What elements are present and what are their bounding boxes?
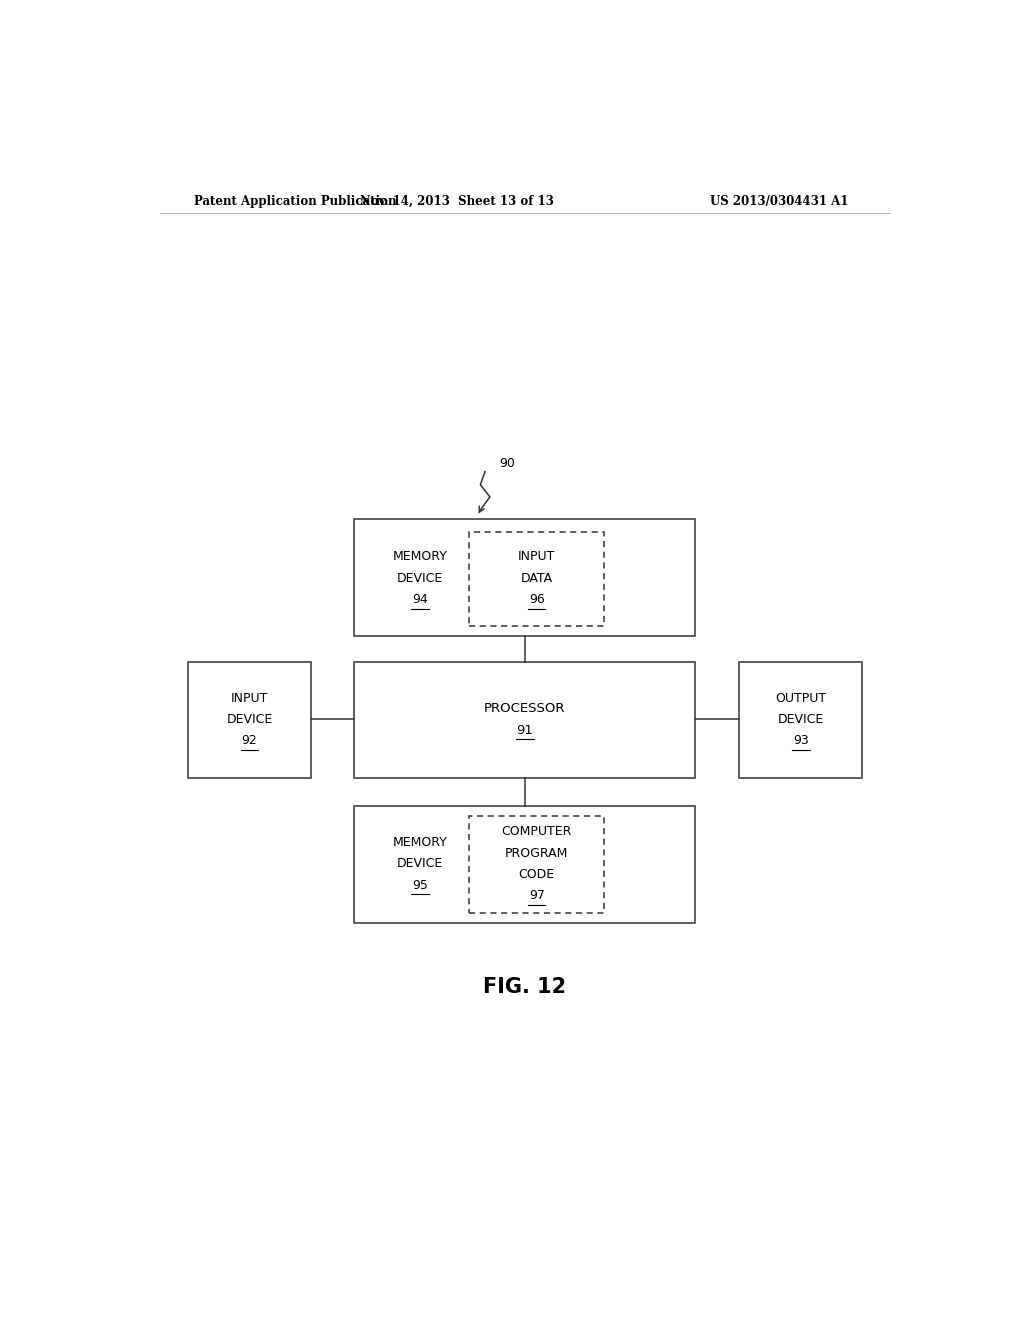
Text: 93: 93 [794,734,809,747]
Text: MEMORY: MEMORY [392,550,447,564]
Text: 92: 92 [242,734,257,747]
Bar [187,661,310,779]
Text: DEVICE: DEVICE [397,857,443,870]
Text: 90: 90 [500,457,515,470]
Bar [354,519,695,636]
Bar [354,661,695,779]
Text: DATA: DATA [520,572,553,585]
Text: PROGRAM: PROGRAM [505,846,568,859]
Text: PROCESSOR: PROCESSOR [484,702,565,715]
Bar [739,661,862,779]
Text: COMPUTER: COMPUTER [502,825,571,838]
Text: INPUT: INPUT [518,550,555,564]
Text: DEVICE: DEVICE [226,713,272,726]
Text: 94: 94 [413,593,428,606]
Text: Patent Application Publication: Patent Application Publication [194,194,396,207]
Text: INPUT: INPUT [230,692,268,705]
Text: US 2013/0304431 A1: US 2013/0304431 A1 [710,194,848,207]
Text: OUTPUT: OUTPUT [775,692,826,705]
Text: 97: 97 [528,890,545,903]
Text: 95: 95 [412,879,428,891]
Bar [469,816,604,912]
Text: 96: 96 [528,593,545,606]
Text: DEVICE: DEVICE [778,713,824,726]
Text: DEVICE: DEVICE [397,572,443,585]
Bar [354,805,695,923]
Bar [469,532,604,626]
Text: 91: 91 [516,723,534,737]
Text: MEMORY: MEMORY [392,836,447,849]
Text: Nov. 14, 2013  Sheet 13 of 13: Nov. 14, 2013 Sheet 13 of 13 [360,194,554,207]
Text: FIG. 12: FIG. 12 [483,977,566,997]
Text: CODE: CODE [518,869,555,880]
